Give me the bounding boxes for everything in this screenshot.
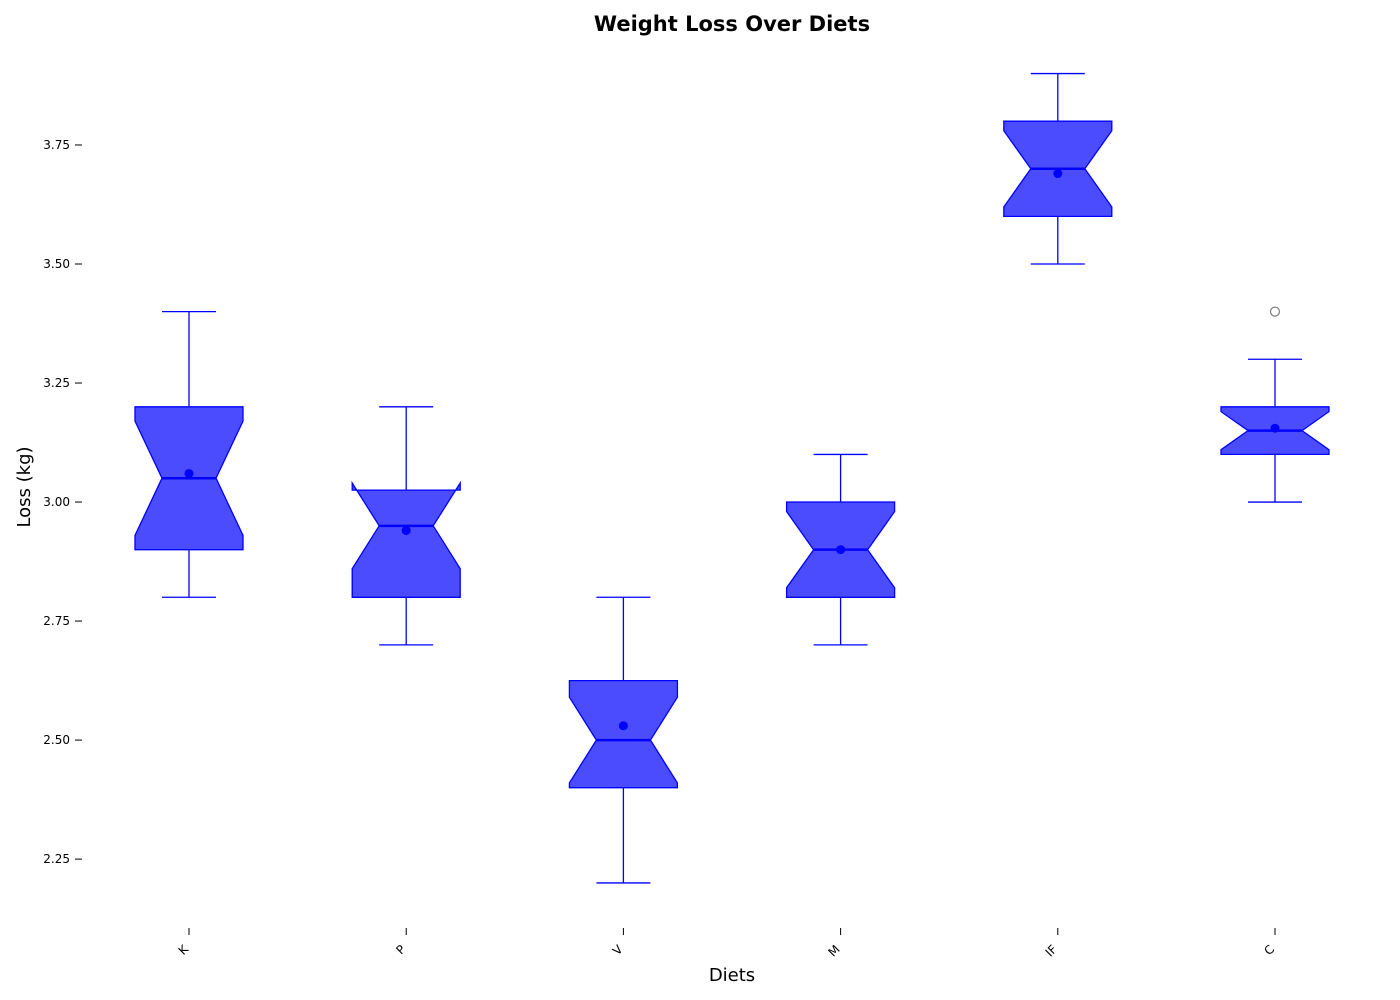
x-tick-label: C (1261, 942, 1277, 958)
x-tick-label: M (825, 942, 842, 959)
mean-marker (401, 526, 411, 536)
y-tick-label: 2.50 (43, 733, 70, 747)
mean-marker (618, 721, 628, 731)
box-K (134, 310, 244, 598)
y-axis-label: Loss (kg) (14, 446, 35, 527)
mean-marker (1270, 423, 1280, 433)
boxes-layer (134, 72, 1330, 884)
x-tick-label: K (176, 941, 192, 957)
notched-box (568, 679, 679, 789)
y-tick-label: 3.50 (43, 257, 70, 271)
box-V (568, 596, 679, 884)
box-M (785, 453, 896, 646)
y-tick-label: 3.25 (43, 376, 70, 390)
x-tick-label: IF (1043, 942, 1060, 959)
outlier-point (1269, 306, 1281, 317)
box-P (351, 406, 461, 646)
x-tick-label: P (393, 942, 408, 957)
y-tick-label: 2.25 (43, 852, 70, 866)
x-axis: K P V M IF C (176, 928, 1277, 960)
x-axis-label: Diets (709, 965, 755, 986)
x-tick-label: V (610, 942, 626, 958)
mean-marker (184, 468, 194, 478)
y-tick-label: 3.75 (43, 138, 70, 152)
box-C (1220, 306, 1330, 503)
mean-marker (1053, 169, 1063, 179)
y-axis: 2.25 2.50 2.75 3.00 3.25 3.50 3.75 (43, 138, 82, 866)
notched-box (351, 480, 461, 598)
box-IF (1003, 72, 1113, 265)
y-tick-label: 3.00 (43, 495, 70, 509)
y-tick-label: 2.75 (43, 614, 70, 628)
chart-title: Weight Loss Over Diets (594, 12, 870, 36)
mean-marker (836, 545, 846, 555)
